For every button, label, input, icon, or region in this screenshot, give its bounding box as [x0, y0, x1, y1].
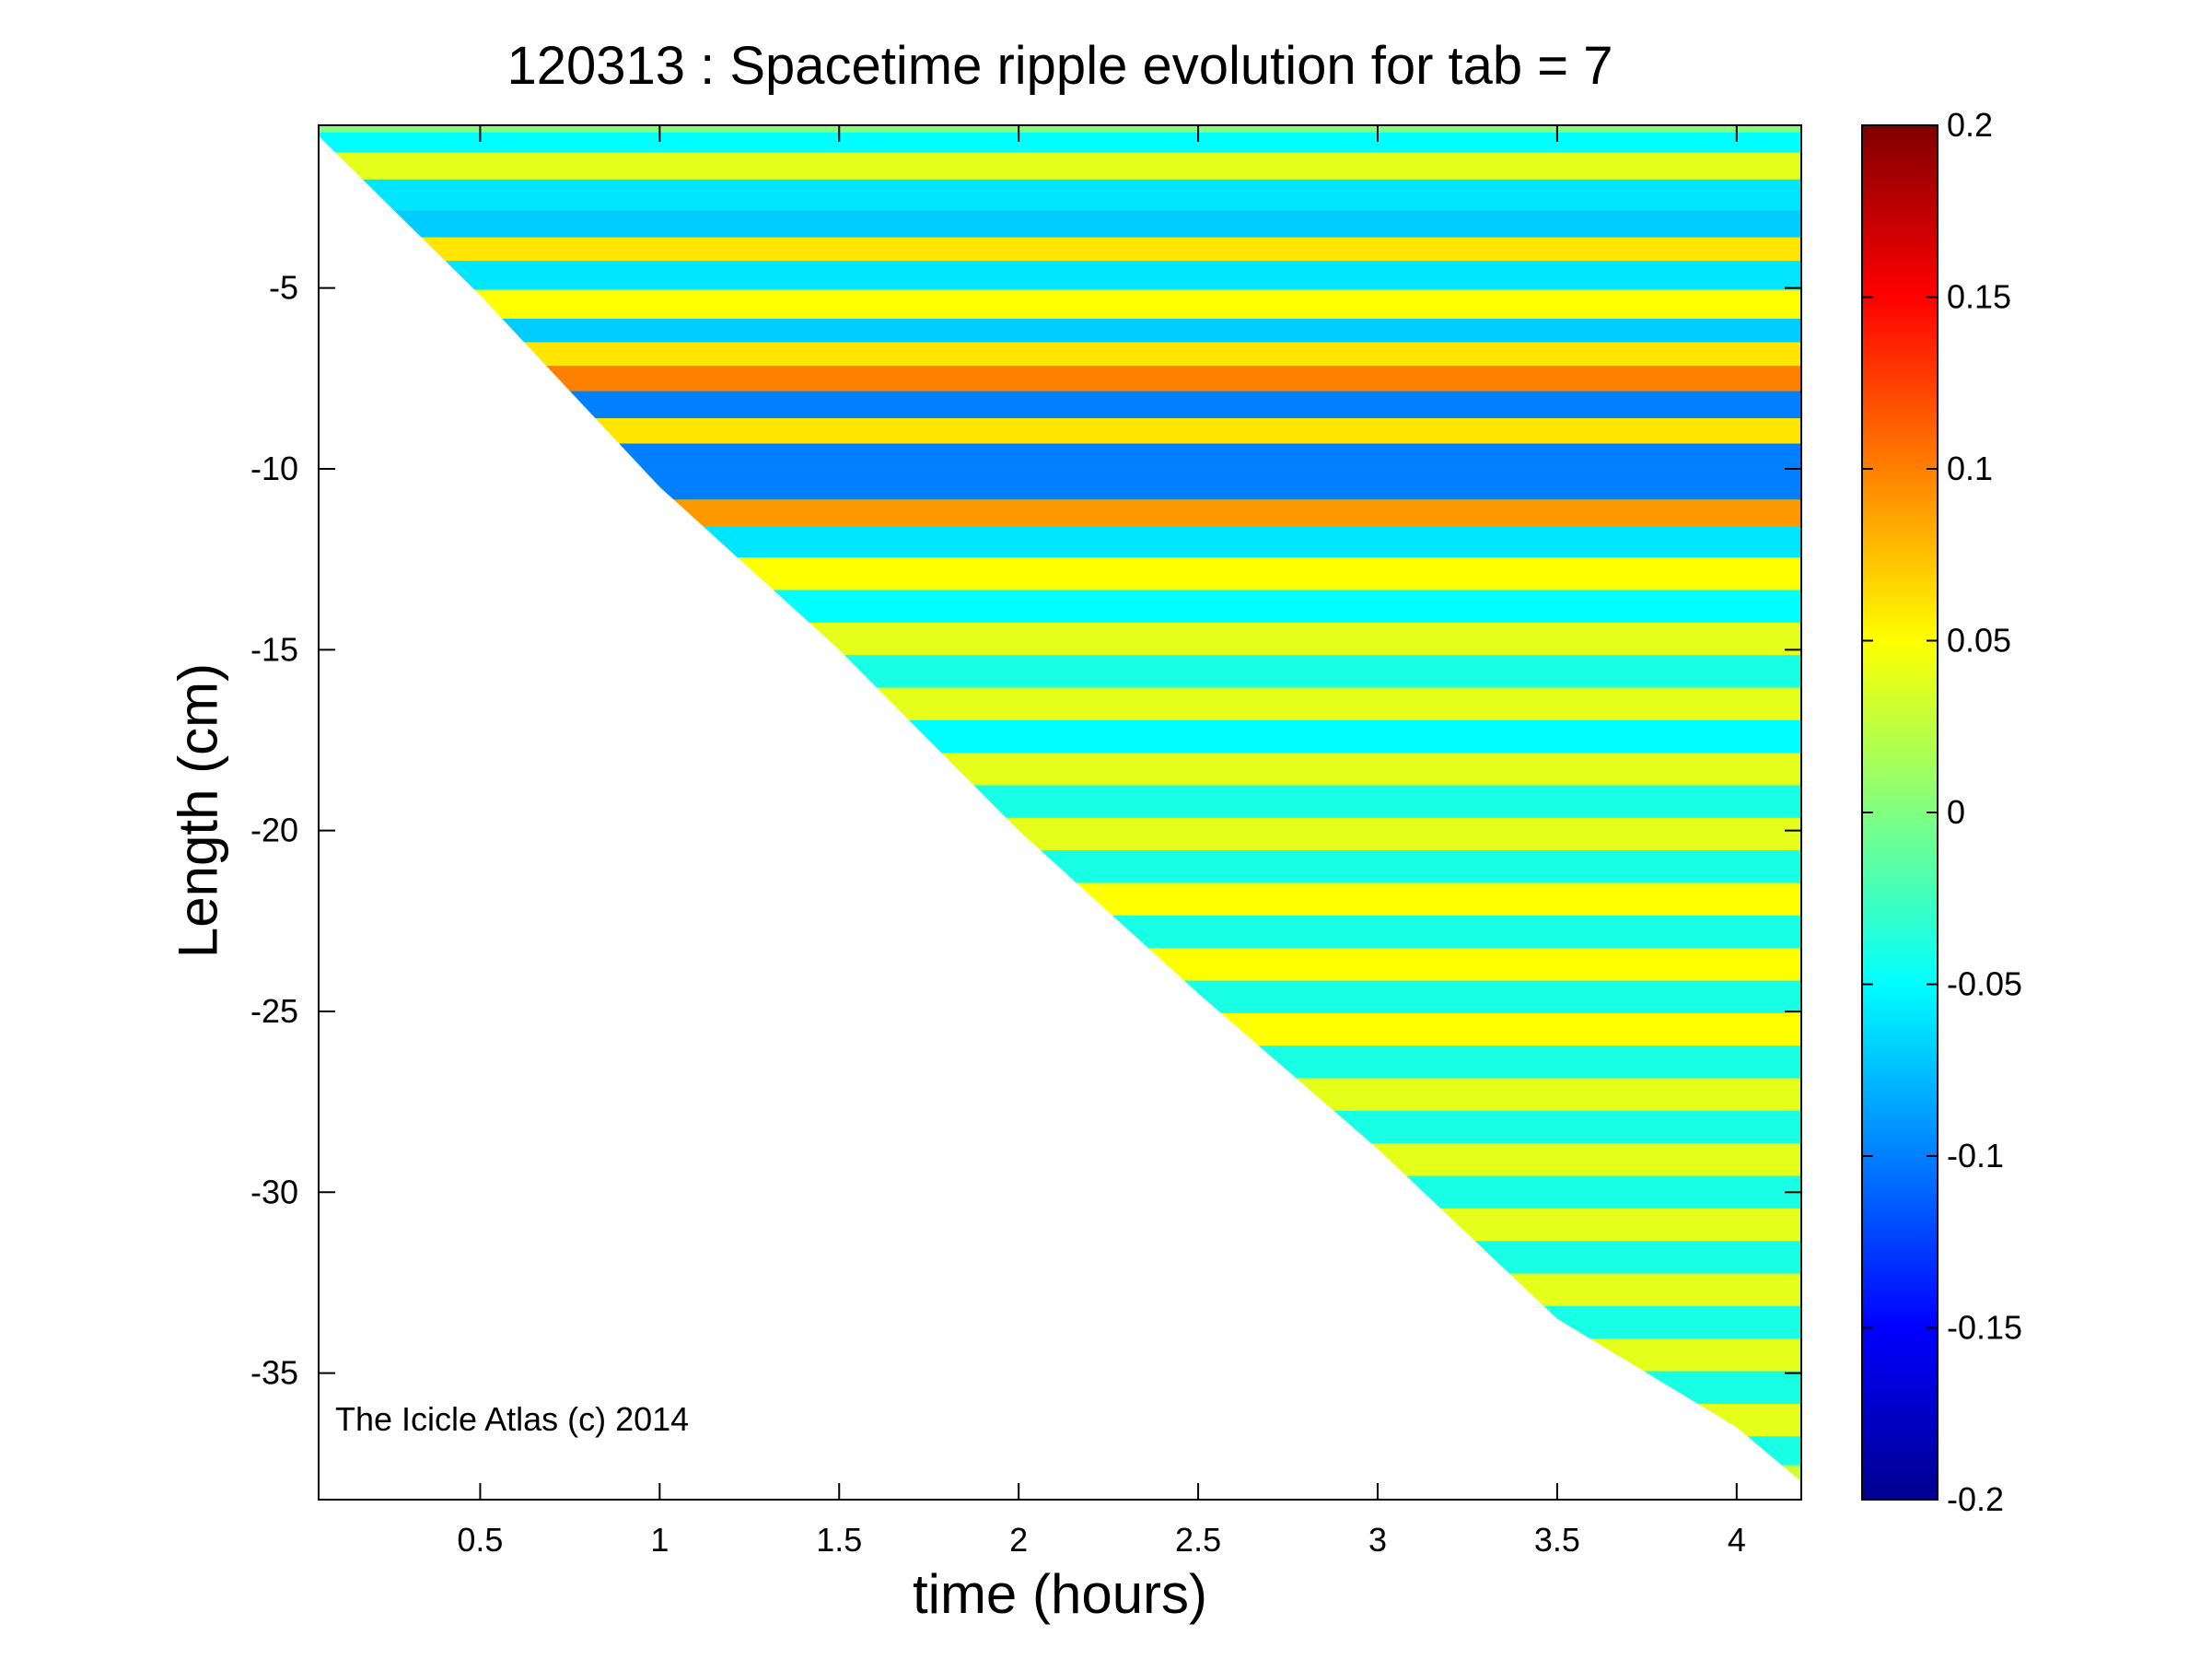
ripple-band	[319, 132, 1801, 153]
x-axis-label: time (hours)	[912, 1563, 1208, 1625]
plot-frame	[318, 124, 1802, 1501]
chart-title: 120313 : Spacetime ripple evolution for …	[506, 36, 1613, 96]
colorbar-tick-label: -0.2	[1947, 1480, 2004, 1518]
ripple-band	[319, 210, 1801, 238]
y-tick-label: -15	[250, 630, 298, 668]
x-tick-label: 2	[1009, 1521, 1028, 1559]
y-tick-label: -25	[250, 992, 298, 1030]
x-tick-label: 1	[650, 1521, 669, 1559]
colorbar-tick-label: 0	[1947, 793, 1965, 831]
x-tick-label: 3	[1368, 1521, 1387, 1559]
x-axis: 0.5 1 1.5 2 2.5 3 3.5 4	[457, 125, 1746, 1559]
ripple-band	[319, 319, 1801, 343]
y-tick-label: -5	[269, 269, 298, 307]
x-tick-label: 3.5	[1534, 1521, 1580, 1559]
ripple-band	[319, 342, 1801, 367]
y-tick-label: -30	[250, 1173, 298, 1210]
colorbar-tick-label: 0.1	[1947, 450, 1993, 487]
colorbar-tick-label: -0.1	[1947, 1137, 2004, 1174]
ripple-band	[319, 261, 1801, 290]
ripple-band	[319, 289, 1801, 320]
ripple-band	[319, 237, 1801, 262]
x-tick-label: 1.5	[816, 1521, 862, 1559]
y-tick-label: -20	[250, 812, 298, 849]
colorbar-tick-label: -0.05	[1947, 965, 2022, 1003]
colorbar-tick-label: -0.15	[1947, 1309, 2022, 1347]
colorbar	[1861, 124, 1938, 1501]
colorbar-axis: 0.2 0.15 0.1 0.05 0 -0.05 -0.1 -0.15 -0.2	[1862, 106, 2022, 1518]
growth-front-mask	[319, 135, 1801, 1501]
y-axis-label: Length (cm)	[167, 662, 229, 959]
y-tick-label: -10	[250, 450, 298, 487]
x-tick-label: 0.5	[457, 1521, 503, 1559]
colorbar-tick-label: 0.05	[1947, 622, 2011, 660]
ripple-band	[319, 179, 1801, 211]
colorbar-tick-label: 0.15	[1947, 278, 2011, 316]
colorbar-tick-label: 0.2	[1947, 106, 1993, 144]
x-tick-label: 2.5	[1175, 1521, 1221, 1559]
y-tick-label: -35	[250, 1354, 298, 1392]
watermark-text: The Icicle Atlas (c) 2014	[335, 1400, 690, 1438]
y-axis: -5 -10 -15 -20 -25 -30 -35	[250, 269, 1801, 1392]
ripple-band	[319, 152, 1801, 180]
x-tick-label: 4	[1728, 1521, 1746, 1559]
